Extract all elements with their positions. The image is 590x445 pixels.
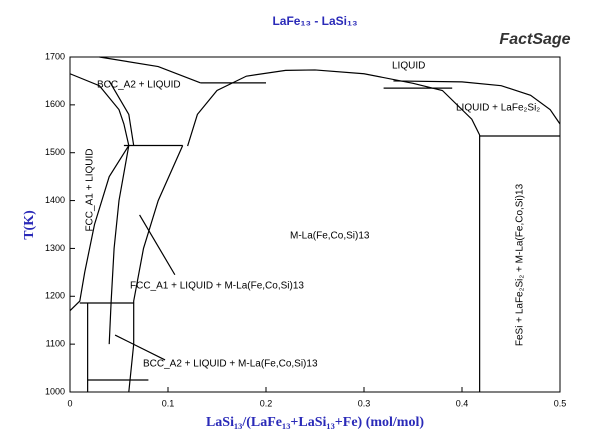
y-tick-label: 1200 [45,291,65,301]
phase-boundary [69,145,130,312]
plot-frame [69,56,561,393]
y-tick-label: 1400 [45,195,65,205]
x-tick-label: 0.3 [358,398,371,408]
phase-boundary [114,334,166,361]
y-axis-label: T(K) [22,210,37,240]
phase-boundary [393,80,561,125]
phase-boundary [108,145,130,345]
y-tick-label: 1500 [45,147,65,157]
phase-label: FeSi + LaFe₂Si₂ + M-La(Fe,Co,Si)13 [515,183,526,346]
phase-label: LIQUID [392,61,425,72]
phase-label: BCC_A2 + LIQUID [97,80,181,91]
phase-boundary [187,69,481,147]
x-tick-label: 0.2 [260,398,273,408]
y-tick-label: 1300 [45,243,65,253]
chart-title: LaFe₁₃ - LaSi₁₃ [272,14,357,28]
y-tick-label: 1700 [45,51,65,61]
phase-boundary [99,56,201,84]
phase-label: M-La(Fe,Co,Si)13 [290,231,370,242]
phase-label: BCC_A2 + LIQUID + M-La(Fe,Co,Si)13 [143,359,318,370]
phase-label: FCC_A1 + LIQUID [85,148,96,231]
phase-boundary [69,73,130,146]
phase-boundary [108,80,135,146]
y-tick-label: 1100 [46,339,65,349]
phase-label: FCC_A1 + LIQUID + M-La(Fe,Co,Si)13 [130,281,304,292]
x-tick-label: 0.5 [554,398,567,408]
phase-label: LIQUID + LaFe₂Si₂ [456,103,540,114]
phase-boundary [139,214,176,276]
logo: FactSage [499,31,570,48]
y-tick-label: 1000 [45,386,65,396]
x-tick-label: 0 [67,398,72,408]
x-tick-label: 0.1 [162,398,175,408]
phase-boundary [128,145,184,393]
y-tick-label: 1600 [45,99,65,109]
x-axis-label: LaSi₁₃/(LaFe₁₃+LaSi₁₃+Fe) (mol/mol) [206,415,424,430]
x-tick-label: 0.4 [456,398,469,408]
